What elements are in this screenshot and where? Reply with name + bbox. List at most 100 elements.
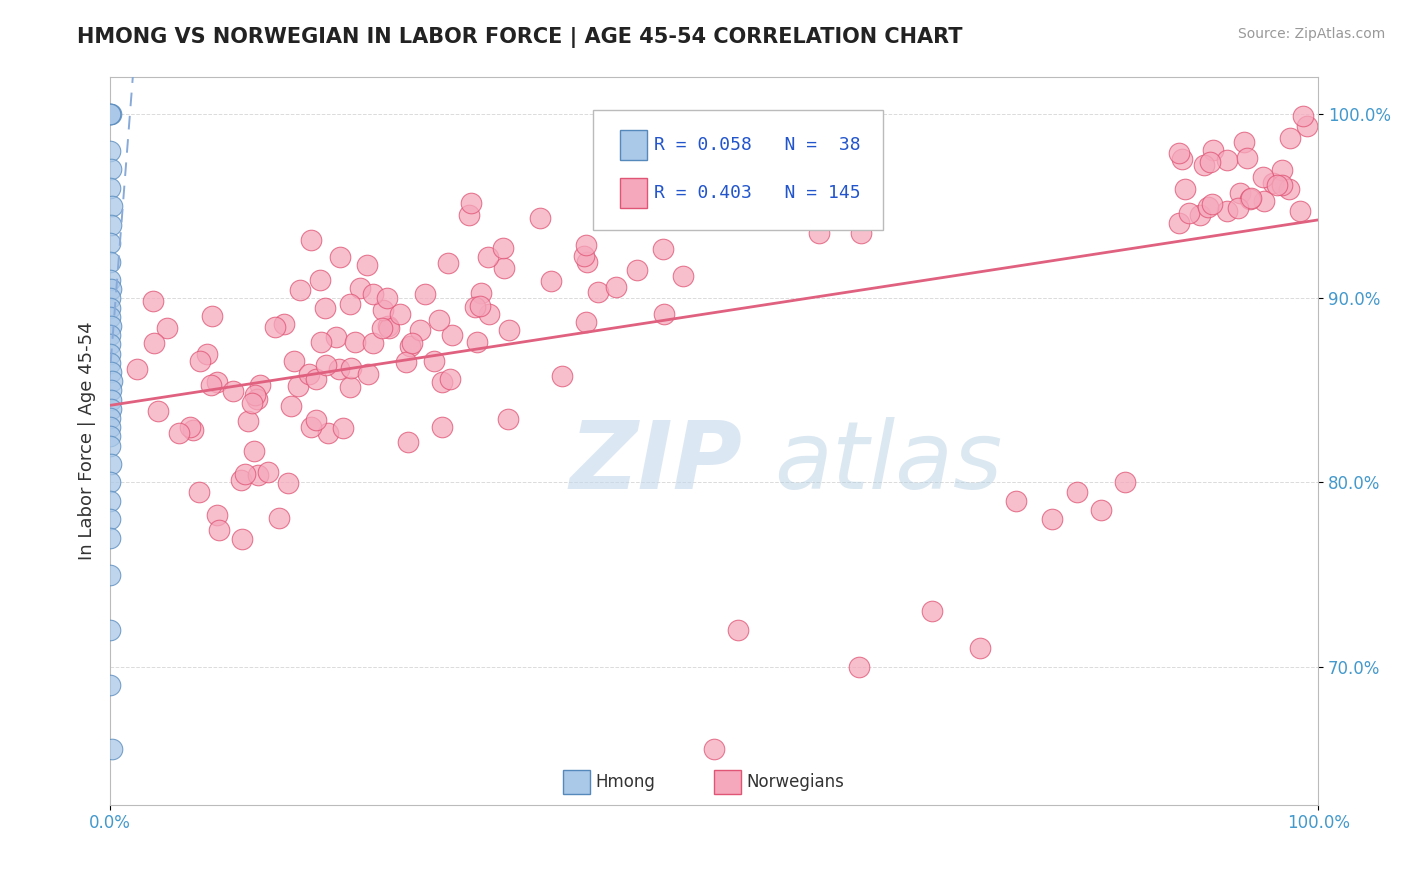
Point (969, 641, 991, 656)
Point (498, 412, 520, 426)
Point (363, 286, 385, 301)
Point (361, 335, 384, 350)
Point (575, 254, 598, 268)
Point (208, 523, 231, 537)
Point (332, 421, 354, 435)
Point (389, 308, 412, 322)
Point (672, 268, 695, 283)
Point (267, 511, 290, 525)
Point (305, 413, 328, 427)
Point (98, 310, 121, 324)
Point (98, 273, 121, 287)
Point (314, 301, 336, 316)
Point (626, 263, 648, 277)
Point (98, 236, 121, 251)
Point (187, 485, 209, 500)
Point (1239, 190, 1261, 204)
Point (377, 318, 399, 333)
Point (299, 419, 322, 434)
Point (328, 362, 350, 376)
Point (98, 301, 121, 315)
Point (349, 280, 371, 294)
Point (1042, 512, 1064, 526)
Text: atlas: atlas (775, 417, 1002, 508)
Point (304, 372, 326, 386)
Point (808, 226, 831, 240)
Point (98, 337, 121, 351)
Point (375, 291, 398, 305)
Point (1279, 130, 1302, 145)
Bar (620, 130, 647, 161)
Point (339, 380, 361, 394)
Point (1197, 200, 1219, 214)
Point (249, 378, 271, 392)
Point (233, 467, 256, 482)
Point (98, 439, 121, 453)
Point (492, 241, 515, 255)
Point (98, 346, 121, 360)
Bar (714, 771, 741, 794)
Point (1114, 475, 1136, 490)
Point (440, 328, 463, 343)
Point (401, 336, 423, 351)
Point (98, 531, 121, 545)
Point (464, 300, 486, 314)
Point (325, 329, 347, 343)
Point (339, 297, 361, 311)
Point (1271, 178, 1294, 192)
Point (98, 328, 121, 343)
Point (100, 392, 122, 407)
Point (605, 280, 627, 294)
Point (1201, 197, 1223, 211)
Point (1271, 162, 1294, 177)
Point (467, 335, 489, 350)
Point (98, 411, 121, 425)
Point (1202, 143, 1225, 157)
Point (309, 273, 332, 287)
Point (529, 211, 551, 225)
Point (1232, 136, 1254, 150)
Point (478, 307, 501, 321)
Point (142, 294, 165, 309)
Point (98, 107, 121, 121)
Point (229, 473, 252, 487)
Point (574, 249, 596, 263)
Point (288, 283, 311, 297)
Point (1263, 176, 1285, 190)
Point (188, 353, 211, 368)
Point (458, 208, 481, 222)
Point (470, 299, 492, 313)
Point (1216, 203, 1239, 218)
Point (848, 659, 870, 673)
Point (298, 368, 321, 382)
Point (101, 374, 124, 388)
Y-axis label: In Labor Force | Age 45-54: In Labor Force | Age 45-54 (79, 322, 96, 560)
Point (1174, 181, 1197, 195)
Point (316, 425, 339, 440)
Point (100, 365, 122, 379)
Point (100, 318, 122, 333)
Point (430, 420, 453, 434)
Point (1199, 154, 1222, 169)
Point (98, 254, 121, 268)
Point (98, 494, 121, 508)
Bar (620, 178, 647, 209)
Point (98, 678, 121, 692)
Point (240, 396, 263, 410)
Point (727, 623, 749, 637)
Point (654, 307, 676, 321)
Point (98, 429, 121, 443)
Point (340, 360, 363, 375)
Point (100, 144, 122, 158)
Point (329, 251, 352, 265)
Point (98, 512, 121, 526)
Point (396, 434, 419, 449)
Point (373, 302, 395, 317)
Point (195, 347, 218, 361)
Point (498, 323, 520, 337)
Point (1066, 484, 1088, 499)
Point (98, 475, 121, 490)
Text: Hmong: Hmong (596, 773, 655, 791)
Point (98, 623, 121, 637)
Point (429, 312, 451, 326)
